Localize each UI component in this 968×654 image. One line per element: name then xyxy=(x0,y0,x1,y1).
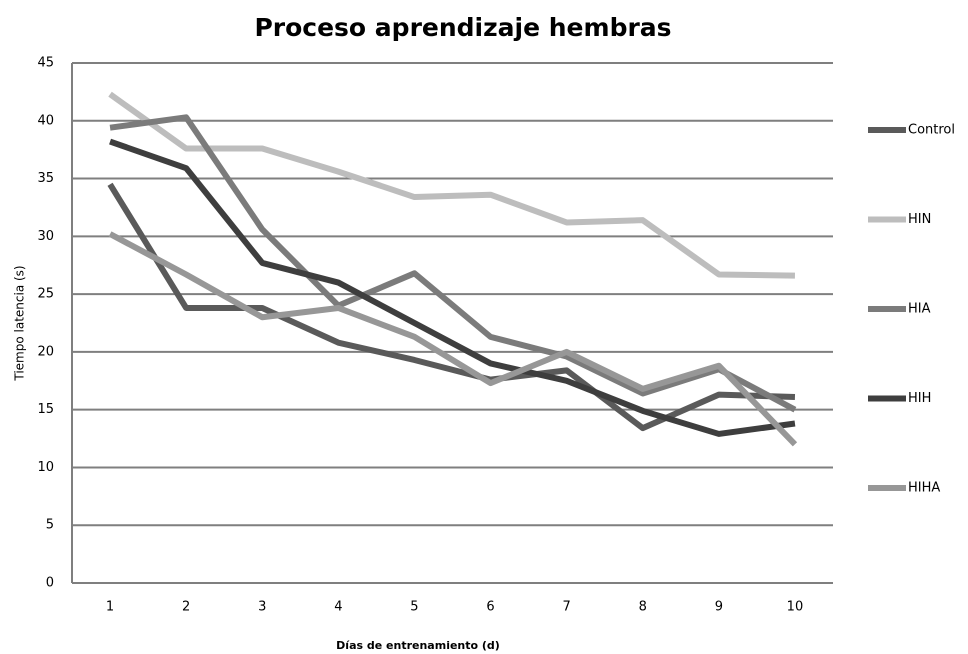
legend-label: Control xyxy=(908,123,955,138)
x-tick-label: 2 xyxy=(182,600,190,615)
x-tick-label: 8 xyxy=(639,600,647,615)
y-tick-label: 25 xyxy=(37,287,54,302)
x-axis-label: Días de entrenamiento (d) xyxy=(336,639,500,652)
legend-label: HIH xyxy=(908,391,931,406)
y-tick-label: 35 xyxy=(37,171,54,186)
y-tick-label: 5 xyxy=(46,518,54,533)
x-tick-label: 10 xyxy=(787,600,804,615)
y-tick-label: 0 xyxy=(46,576,54,591)
y-tick-label: 15 xyxy=(37,402,54,417)
x-tick-label: 6 xyxy=(486,600,494,615)
series-line xyxy=(108,91,795,279)
x-tick-label: 9 xyxy=(715,600,723,615)
y-tick-label: 20 xyxy=(37,344,54,359)
series-line xyxy=(108,231,798,447)
x-tick-label: 3 xyxy=(258,600,266,615)
legend-label: HIHA xyxy=(908,481,940,496)
y-tick-label: 10 xyxy=(37,460,54,475)
y-tick-label: 40 xyxy=(37,113,54,128)
x-tick-label: 1 xyxy=(106,600,114,615)
x-tick-label: 4 xyxy=(334,600,342,615)
y-tick-label: 45 xyxy=(37,56,54,71)
y-tick-label: 30 xyxy=(37,229,54,244)
chart-title: Proceso aprendizaje hembras xyxy=(254,13,671,42)
series-line xyxy=(109,114,797,413)
legend-label: HIA xyxy=(908,302,931,317)
x-tick-label: 5 xyxy=(410,600,418,615)
y-axis-label: Tiempo latencia (s) xyxy=(13,265,27,381)
x-tick-label: 7 xyxy=(563,600,571,615)
series-line xyxy=(107,182,796,432)
legend-label: HIN xyxy=(908,212,931,227)
series-line xyxy=(109,138,796,437)
